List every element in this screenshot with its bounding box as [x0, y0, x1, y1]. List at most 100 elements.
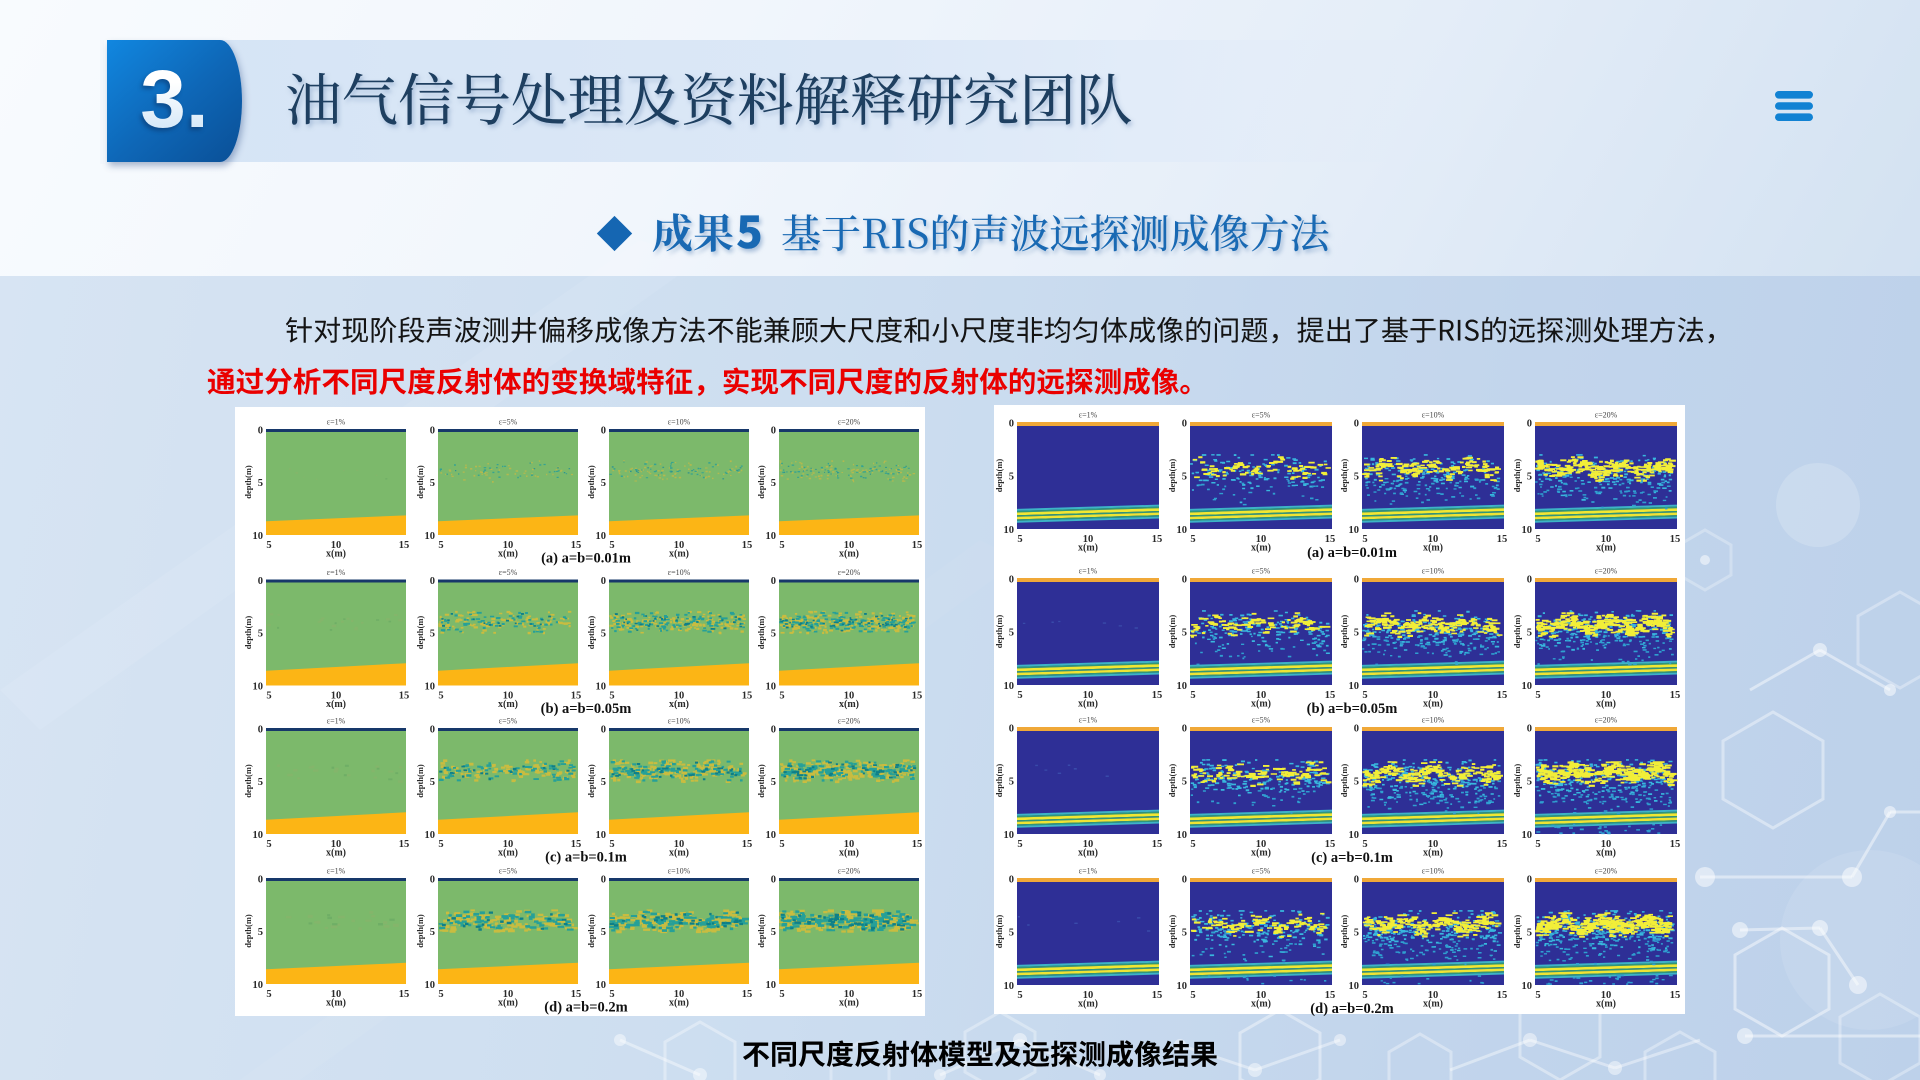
- svg-text:depth(m): depth(m): [1339, 915, 1349, 949]
- svg-text:0: 0: [1009, 724, 1014, 735]
- svg-text:x(m): x(m): [839, 998, 859, 1009]
- svg-text:5: 5: [266, 691, 271, 702]
- svg-text:(b) a=b=0.05m: (b) a=b=0.05m: [541, 701, 632, 717]
- svg-text:10: 10: [674, 691, 685, 702]
- svg-text:10: 10: [1256, 839, 1267, 850]
- svg-text:depth(m): depth(m): [994, 764, 1004, 798]
- svg-text:10: 10: [596, 830, 607, 841]
- svg-text:10: 10: [331, 540, 342, 551]
- svg-text:5: 5: [1354, 472, 1359, 483]
- svg-text:x(m): x(m): [1078, 543, 1098, 554]
- svg-text:15: 15: [399, 540, 410, 551]
- svg-text:depth(m): depth(m): [243, 764, 253, 798]
- svg-text:depth(m): depth(m): [994, 615, 1004, 649]
- svg-text:0: 0: [1182, 419, 1187, 430]
- svg-text:ε=1%: ε=1%: [1079, 716, 1098, 725]
- svg-text:x(m): x(m): [669, 699, 689, 710]
- svg-text:x(m): x(m): [1423, 699, 1443, 710]
- svg-text:5: 5: [1527, 928, 1532, 939]
- svg-text:x(m): x(m): [839, 699, 859, 710]
- svg-text:10: 10: [331, 839, 342, 850]
- svg-text:5: 5: [430, 927, 435, 938]
- svg-text:15: 15: [912, 691, 923, 702]
- svg-text:5: 5: [771, 629, 776, 640]
- svg-text:0: 0: [771, 725, 776, 736]
- svg-text:x(m): x(m): [1251, 848, 1271, 859]
- svg-text:10: 10: [844, 839, 855, 850]
- svg-text:depth(m): depth(m): [1167, 915, 1177, 949]
- svg-text:10: 10: [425, 682, 436, 693]
- svg-text:15: 15: [1670, 990, 1681, 1001]
- svg-text:10: 10: [1522, 981, 1533, 992]
- svg-text:10: 10: [1256, 534, 1267, 545]
- svg-text:depth(m): depth(m): [586, 616, 596, 650]
- svg-text:5: 5: [1362, 690, 1367, 701]
- svg-text:x(m): x(m): [498, 848, 518, 859]
- svg-text:x(m): x(m): [1251, 999, 1271, 1010]
- svg-text:5: 5: [258, 478, 263, 489]
- svg-text:10: 10: [1256, 690, 1267, 701]
- svg-text:depth(m): depth(m): [243, 465, 253, 499]
- svg-text:10: 10: [425, 980, 436, 991]
- svg-text:0: 0: [1527, 575, 1532, 586]
- svg-text:ε=5%: ε=5%: [1252, 411, 1271, 420]
- svg-text:ε=1%: ε=1%: [1079, 411, 1098, 420]
- svg-text:15: 15: [912, 839, 923, 850]
- svg-text:0: 0: [1009, 875, 1014, 886]
- svg-text:15: 15: [1670, 839, 1681, 850]
- svg-text:5: 5: [1190, 839, 1195, 850]
- svg-text:15: 15: [742, 540, 753, 551]
- svg-text:5: 5: [1362, 990, 1367, 1001]
- svg-text:depth(m): depth(m): [1339, 459, 1349, 493]
- svg-text:10: 10: [674, 839, 685, 850]
- svg-text:5: 5: [430, 478, 435, 489]
- svg-text:15: 15: [912, 540, 923, 551]
- svg-text:depth(m): depth(m): [1167, 615, 1177, 649]
- svg-text:15: 15: [571, 691, 582, 702]
- svg-text:5: 5: [1527, 777, 1532, 788]
- svg-text:0: 0: [430, 576, 435, 587]
- svg-text:0: 0: [1009, 419, 1014, 430]
- svg-text:10: 10: [1428, 690, 1439, 701]
- svg-text:x(m): x(m): [326, 549, 346, 560]
- svg-text:depth(m): depth(m): [586, 764, 596, 798]
- svg-text:15: 15: [571, 540, 582, 551]
- svg-text:15: 15: [742, 691, 753, 702]
- svg-text:depth(m): depth(m): [1512, 764, 1522, 798]
- svg-text:ε=20%: ε=20%: [1595, 716, 1618, 725]
- svg-text:10: 10: [1004, 525, 1015, 536]
- svg-text:5: 5: [1182, 472, 1187, 483]
- svg-text:10: 10: [766, 830, 777, 841]
- svg-text:ε=20%: ε=20%: [1595, 567, 1618, 576]
- svg-text:15: 15: [742, 989, 753, 1000]
- svg-text:10: 10: [1601, 690, 1612, 701]
- svg-text:10: 10: [766, 980, 777, 991]
- svg-text:5: 5: [1535, 839, 1540, 850]
- svg-text:ε=20%: ε=20%: [1595, 867, 1618, 876]
- svg-text:ε=20%: ε=20%: [1595, 411, 1618, 420]
- svg-text:10: 10: [331, 691, 342, 702]
- svg-text:5: 5: [266, 540, 271, 551]
- svg-text:5: 5: [779, 839, 784, 850]
- svg-text:15: 15: [1152, 690, 1163, 701]
- svg-text:5: 5: [1009, 777, 1014, 788]
- svg-text:ε=1%: ε=1%: [327, 418, 346, 427]
- svg-text:10: 10: [1601, 839, 1612, 850]
- svg-text:5: 5: [1017, 839, 1022, 850]
- svg-text:5: 5: [438, 540, 443, 551]
- svg-text:x(m): x(m): [498, 699, 518, 710]
- svg-text:5: 5: [779, 989, 784, 1000]
- svg-text:10: 10: [1349, 981, 1360, 992]
- svg-text:10: 10: [596, 980, 607, 991]
- svg-text:0: 0: [601, 875, 606, 886]
- svg-text:5: 5: [1017, 990, 1022, 1001]
- svg-text:depth(m): depth(m): [243, 914, 253, 948]
- svg-text:5: 5: [601, 927, 606, 938]
- svg-text:10: 10: [1177, 830, 1188, 841]
- svg-text:5: 5: [1362, 839, 1367, 850]
- svg-text:ε=1%: ε=1%: [1079, 867, 1098, 876]
- svg-text:0: 0: [1527, 724, 1532, 735]
- svg-text:10: 10: [1349, 830, 1360, 841]
- svg-text:0: 0: [1354, 724, 1359, 735]
- svg-text:depth(m): depth(m): [1167, 764, 1177, 798]
